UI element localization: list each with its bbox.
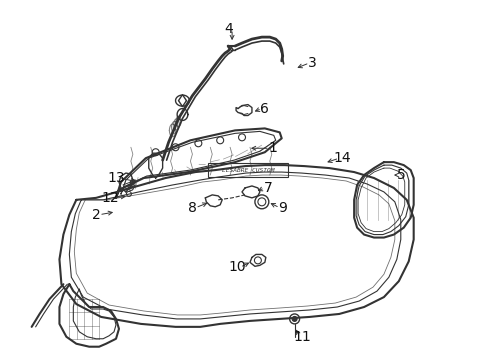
Text: 14: 14 bbox=[333, 151, 350, 165]
Text: 11: 11 bbox=[293, 330, 311, 344]
Text: 12: 12 bbox=[101, 191, 119, 205]
Text: 2: 2 bbox=[92, 208, 101, 222]
Text: LESABRE CUSTOM: LESABRE CUSTOM bbox=[221, 167, 274, 172]
Text: 4: 4 bbox=[224, 22, 233, 36]
Text: 3: 3 bbox=[307, 56, 316, 70]
Circle shape bbox=[291, 316, 297, 321]
Text: 8: 8 bbox=[187, 201, 197, 215]
Text: 13: 13 bbox=[107, 171, 124, 185]
Text: 9: 9 bbox=[278, 201, 286, 215]
Text: 6: 6 bbox=[260, 102, 269, 116]
Text: 5: 5 bbox=[397, 168, 406, 182]
Text: 7: 7 bbox=[263, 181, 272, 195]
Bar bbox=[208, 163, 287, 177]
Text: 10: 10 bbox=[228, 260, 245, 274]
Text: 1: 1 bbox=[268, 141, 277, 155]
